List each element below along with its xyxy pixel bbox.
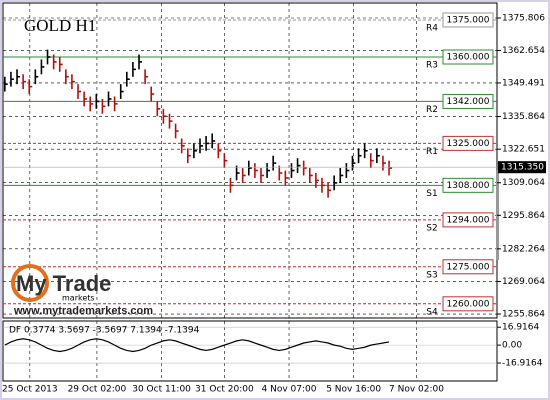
level-box	[442, 49, 494, 65]
level-name: R1	[426, 147, 438, 157]
level-name: S3	[426, 270, 437, 280]
y-tick-label: 1255.864	[502, 310, 545, 320]
marks	[4, 49, 393, 198]
level-label: 1342.000	[447, 97, 490, 107]
y-tick-label: 1295.864	[502, 211, 545, 221]
level-label: 1375.000	[447, 15, 490, 25]
level-label: 1275.000	[447, 262, 490, 272]
x-tick-label: 25 Oct 2013	[2, 385, 58, 395]
level-name: R3	[426, 61, 438, 71]
x-tick-label: 31 Oct 20:00	[195, 385, 254, 395]
level-box	[442, 177, 494, 193]
x-tick-label: 4 Nov 07:00	[262, 385, 317, 395]
level-box	[442, 296, 494, 312]
level-box	[442, 93, 494, 109]
y-tick-label: 1349.491	[502, 78, 545, 88]
level-name: S4	[426, 307, 438, 317]
level-box	[442, 12, 494, 28]
level-box	[442, 135, 494, 151]
y-tick-label: 1335.864	[502, 112, 545, 122]
level-name: R4	[426, 23, 438, 33]
x-tick-label: 30 Oct 11:00	[132, 385, 191, 395]
grid	[3, 3, 497, 381]
level-box	[442, 212, 494, 228]
x-tick-label: 5 Nov 16:00	[326, 385, 381, 395]
level-label: 1294.000	[447, 215, 490, 225]
chart-title: GOLD H1	[24, 16, 96, 35]
url: www.mytrademarkets.com	[13, 305, 153, 317]
indicator-tick-label: -16.9164	[502, 359, 543, 369]
brand: My Trade	[16, 271, 111, 296]
indicator-tick-label: 16.9164	[502, 323, 539, 333]
current-price-label: 1315.350	[501, 163, 544, 173]
level-box	[442, 259, 494, 275]
indicator-tick-label: 0.00	[502, 341, 522, 351]
y-tick-label: 1282.264	[502, 244, 545, 254]
level-name: S1	[426, 189, 437, 199]
indicator-label: DF 0.3774 3.5697 -3.5697 7.1394 -7.1394	[9, 326, 200, 336]
y-tick-label: 1309.064	[502, 178, 545, 188]
x-tick-label: 29 Oct 02:00	[68, 385, 127, 395]
level-name: R2	[426, 105, 438, 115]
level-label: 1325.000	[447, 139, 490, 149]
y-tick-label: 1362.654	[502, 46, 545, 56]
indicator-line	[4, 338, 390, 353]
y-tick-label: 1322.651	[502, 145, 545, 155]
level-name: S2	[426, 223, 437, 233]
level-label: 1260.000	[447, 299, 490, 309]
level-label: 1360.000	[447, 53, 490, 63]
y-tick-label: 1375.806	[502, 13, 545, 23]
current-price-box	[498, 161, 546, 174]
watermark: My Trade markets www.mytrademarkets.com	[11, 264, 153, 317]
level-label: 1308.000	[447, 181, 490, 191]
x-tick-label: 7 Nov 02:00	[389, 385, 444, 395]
logo-ring	[11, 264, 49, 302]
indicator-area	[2, 320, 498, 382]
plot-area	[2, 2, 498, 319]
brand-sub: markets	[62, 294, 95, 303]
y-tick-label: 1269.064	[502, 277, 545, 287]
